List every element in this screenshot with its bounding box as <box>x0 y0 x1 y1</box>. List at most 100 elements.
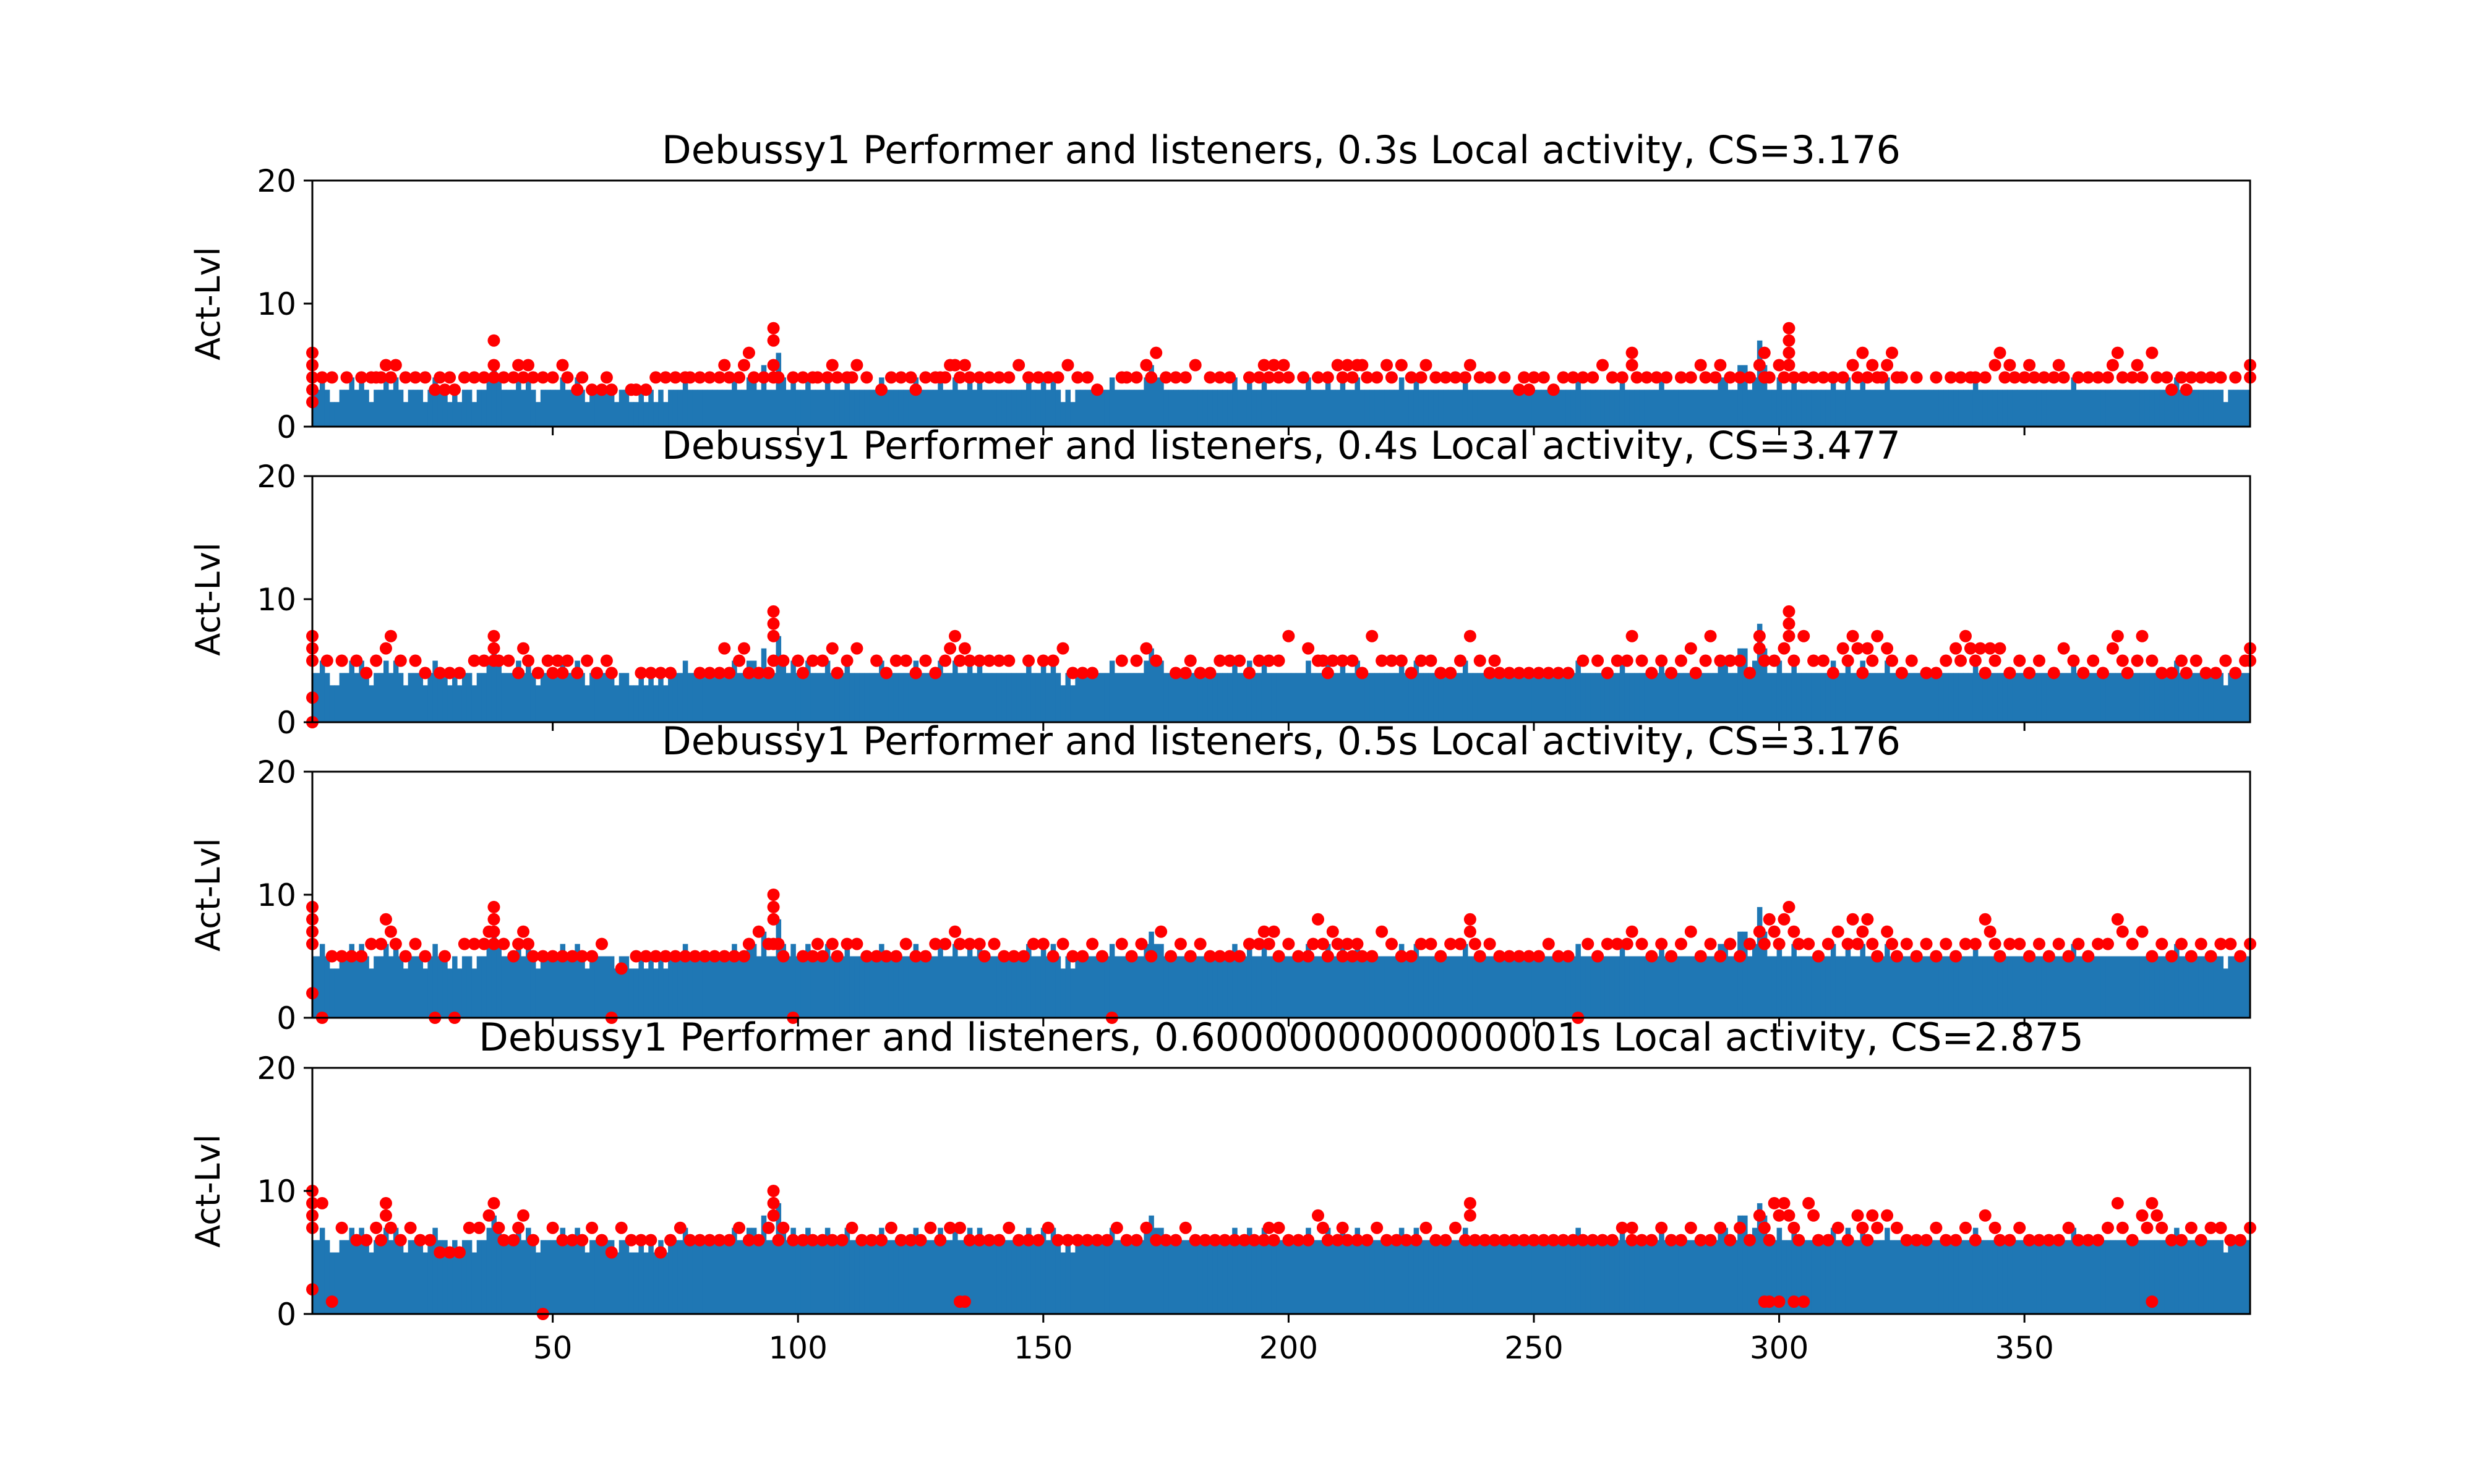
activity-bar <box>1296 956 1301 1018</box>
activity-point <box>576 1234 589 1247</box>
activity-bar <box>810 1240 816 1314</box>
activity-bar <box>1095 1240 1100 1314</box>
activity-point <box>1523 667 1536 680</box>
activity-bar <box>2036 390 2042 427</box>
activity-bar <box>2125 956 2131 1018</box>
activity-bar <box>575 1227 580 1314</box>
activity-bar <box>1100 1240 1105 1314</box>
activity-point <box>1042 371 1055 384</box>
activity-bar <box>1261 377 1267 427</box>
activity-point <box>2131 359 2144 372</box>
activity-bar <box>1168 673 1174 722</box>
activity-bar <box>1448 1240 1453 1314</box>
activity-bar <box>461 673 468 722</box>
activity-bar <box>1992 1240 1998 1314</box>
activity-bar <box>2198 1240 2204 1314</box>
activity-bar <box>1526 1240 1532 1314</box>
activity-point <box>1115 937 1128 950</box>
activity-bar <box>923 390 929 427</box>
activity-bar <box>1678 390 1684 427</box>
activity-point <box>2160 371 2173 384</box>
activity-bar <box>2095 1240 2101 1314</box>
activity-bar <box>1924 673 1930 722</box>
activity-bar <box>908 956 914 1018</box>
activity-point <box>674 1221 687 1234</box>
activity-point <box>2234 950 2247 963</box>
activity-bar <box>1045 1240 1051 1314</box>
activity-point <box>1846 359 1859 372</box>
activity-point <box>649 950 662 963</box>
activity-point <box>1066 667 1079 680</box>
activity-point <box>826 937 839 950</box>
activity-bar <box>893 1240 899 1314</box>
activity-bar <box>2086 956 2091 1018</box>
activity-bar <box>874 956 880 1018</box>
activity-bar <box>1595 956 1601 1018</box>
activity-bar <box>1011 673 1017 722</box>
activity-point <box>1537 1234 1550 1247</box>
activity-bar <box>2208 1240 2214 1314</box>
activity-bar <box>1570 1240 1576 1314</box>
activity-point <box>497 371 510 384</box>
activity-point <box>993 371 1006 384</box>
activity-bar <box>1580 390 1586 427</box>
activity-point <box>1616 371 1629 384</box>
activity-bar <box>1301 673 1306 722</box>
activity-bar <box>1393 956 1400 1018</box>
activity-point <box>797 1234 810 1247</box>
activity-bar <box>2238 956 2243 1018</box>
activity-point <box>370 654 383 667</box>
activity-bar <box>2233 1240 2238 1314</box>
activity-bar <box>1674 1240 1679 1314</box>
activity-point <box>1645 667 1658 680</box>
activity-bar <box>991 673 998 722</box>
activity-point <box>664 1234 677 1247</box>
activity-point <box>394 654 407 667</box>
activity-bar <box>1192 390 1199 427</box>
activity-point <box>797 667 810 680</box>
activity-point <box>884 371 897 384</box>
activity-point <box>762 1221 775 1234</box>
activity-bar <box>1114 673 1120 722</box>
activity-bar <box>2198 390 2204 427</box>
activity-bar <box>1129 673 1135 722</box>
activity-bar <box>1629 390 1635 427</box>
activity-bar <box>957 1240 963 1314</box>
activity-bar <box>1698 390 1704 427</box>
y-tick-label: 20 <box>257 459 296 495</box>
y-tick-label: 10 <box>257 1174 296 1209</box>
activity-bar <box>1894 390 1900 427</box>
activity-bar <box>437 956 443 1018</box>
activity-bar <box>1894 673 1900 722</box>
activity-bar <box>1389 1240 1395 1314</box>
activity-point <box>591 667 604 680</box>
activity-point <box>1557 1234 1570 1247</box>
activity-point <box>1856 1221 1869 1234</box>
activity-bar <box>982 1240 988 1314</box>
activity-bar <box>2076 956 2081 1018</box>
activity-bar <box>908 390 914 427</box>
activity-bar <box>638 673 644 722</box>
activity-bar <box>1865 956 1870 1018</box>
activity-bar <box>1560 956 1567 1018</box>
activity-bar <box>2203 390 2209 427</box>
activity-bar <box>1890 956 1895 1018</box>
activity-bar <box>1379 956 1385 1018</box>
activity-bar <box>481 1240 487 1314</box>
activity-point <box>531 667 544 680</box>
activity-point <box>2037 371 2050 384</box>
activity-bar <box>2258 944 2263 1018</box>
activity-bar <box>398 390 404 427</box>
activity-bar <box>628 402 635 427</box>
activity-bar <box>1517 390 1522 427</box>
activity-bar <box>1134 1240 1140 1314</box>
activity-point <box>566 950 579 963</box>
activity-point <box>2209 667 2222 680</box>
activity-point <box>1655 937 1668 950</box>
activity-point <box>1047 950 1059 963</box>
activity-bar <box>653 1252 659 1314</box>
activity-point <box>1714 654 1727 667</box>
activity-point <box>1272 654 1285 667</box>
activity-bar <box>1825 1240 1831 1314</box>
activity-point <box>1802 937 1815 950</box>
